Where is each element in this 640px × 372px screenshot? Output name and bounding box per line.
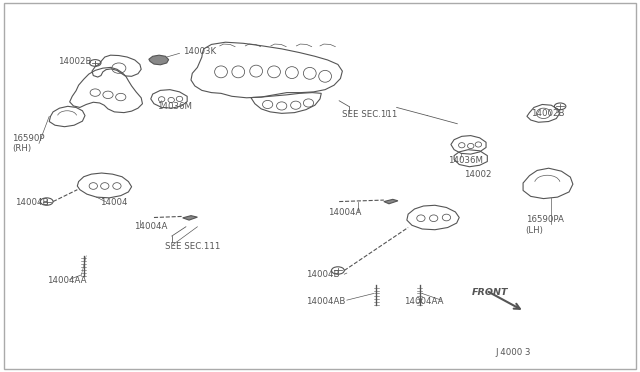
- Text: 16590PA
(LH): 16590PA (LH): [525, 215, 563, 235]
- Text: 14004A: 14004A: [134, 221, 167, 231]
- Text: 14004AA: 14004AA: [404, 297, 444, 306]
- Polygon shape: [182, 216, 197, 220]
- Text: 14036M: 14036M: [448, 156, 483, 165]
- Text: J 4000 3: J 4000 3: [495, 347, 531, 356]
- Text: 14036M: 14036M: [157, 102, 192, 111]
- Text: 14004A: 14004A: [328, 208, 361, 217]
- Text: 14004: 14004: [100, 198, 127, 207]
- Text: 14003K: 14003K: [182, 47, 216, 56]
- Text: 14002B: 14002B: [531, 109, 564, 118]
- Polygon shape: [384, 199, 398, 204]
- Text: 14002B: 14002B: [58, 57, 92, 66]
- Text: 14004AB: 14004AB: [306, 297, 346, 306]
- Text: 14004B: 14004B: [306, 270, 339, 279]
- Text: 16590P
(RH): 16590P (RH): [12, 134, 45, 153]
- Text: 14004AA: 14004AA: [47, 276, 86, 285]
- Text: SEE SEC.111: SEE SEC.111: [166, 241, 221, 250]
- Text: 14002: 14002: [464, 170, 491, 179]
- Polygon shape: [149, 55, 169, 65]
- Text: FRONT: FRONT: [472, 288, 509, 297]
- Text: 14004B: 14004B: [15, 198, 48, 207]
- Text: SEE SEC.111: SEE SEC.111: [342, 110, 397, 119]
